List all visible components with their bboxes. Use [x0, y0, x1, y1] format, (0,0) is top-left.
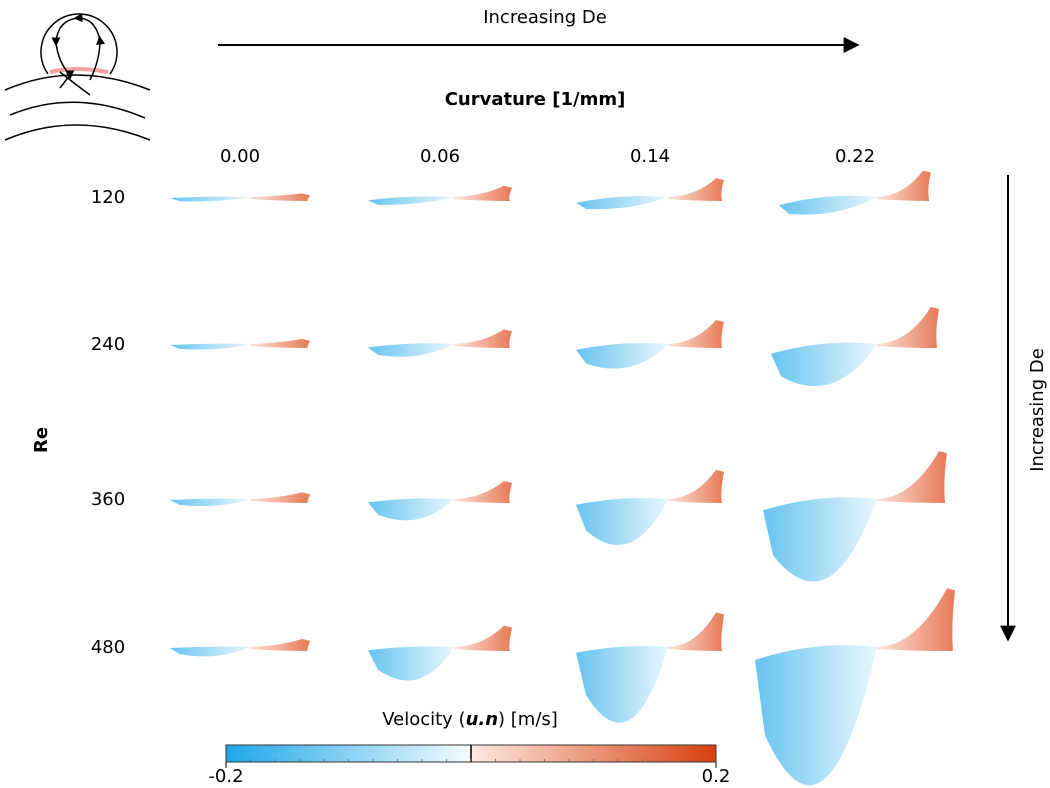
row-label: 240	[91, 334, 125, 355]
ribbon-positive	[877, 306, 939, 348]
ribbon-positive	[877, 451, 947, 503]
column-label: 0.22	[835, 146, 875, 167]
ribbon-negative	[755, 645, 877, 786]
ribbon-positive	[454, 185, 512, 201]
colorbar-title: Velocity (u.n) [m/s]	[382, 709, 558, 730]
colorbar-title-part: Velocity (	[382, 709, 465, 730]
ribbon-negative	[576, 646, 668, 723]
top-arrow-label: Increasing De	[483, 7, 607, 28]
schematic-icon	[4, 13, 151, 141]
ribbon-negative	[170, 498, 250, 507]
ribbon-negative	[576, 343, 668, 369]
right-arrow-label: Increasing De	[1027, 348, 1048, 472]
row-label: 480	[91, 637, 125, 658]
ribbon-positive	[250, 638, 310, 652]
column-header-title: Curvature [1/mm]	[445, 89, 626, 110]
ribbon-negative	[771, 342, 877, 387]
ribbon-negative	[170, 196, 250, 202]
row-label: 120	[91, 187, 125, 208]
ribbon-positive	[668, 319, 724, 348]
ribbon-negative	[576, 196, 668, 210]
colorbar-title-part: u.n	[466, 709, 498, 730]
colorbar-tick-label: -0.2	[208, 766, 243, 787]
ribbon-positive	[250, 193, 310, 202]
ribbon-positive	[454, 481, 512, 503]
column-label: 0.14	[630, 146, 670, 167]
row-header-title: Re	[31, 427, 52, 453]
ribbon-negative	[170, 343, 250, 350]
colorbar-tick-label: 0.2	[702, 766, 731, 787]
ribbon-negative	[763, 497, 877, 582]
ribbon-positive	[668, 612, 724, 651]
ribbon-negative	[779, 195, 877, 215]
ribbon-negative	[576, 498, 668, 546]
ribbon-positive	[668, 178, 724, 201]
colorbar-title-part: ) [m/s]	[498, 709, 558, 730]
ribbon-positive	[454, 329, 512, 348]
ribbon-positive	[877, 588, 955, 651]
row-label: 360	[91, 489, 125, 510]
ribbon-positive	[668, 469, 724, 503]
column-label: 0.00	[220, 146, 260, 167]
ribbon-negative	[368, 498, 454, 521]
ribbon-negative	[368, 343, 454, 357]
ribbon-negative	[368, 196, 454, 205]
column-label: 0.06	[420, 146, 460, 167]
ribbon-positive	[877, 170, 931, 201]
ribbon-negative	[170, 646, 250, 657]
ribbon-positive	[250, 338, 310, 349]
ribbon-positive	[250, 492, 310, 504]
ribbon-negative	[368, 646, 454, 681]
ribbon-positive	[454, 625, 512, 651]
